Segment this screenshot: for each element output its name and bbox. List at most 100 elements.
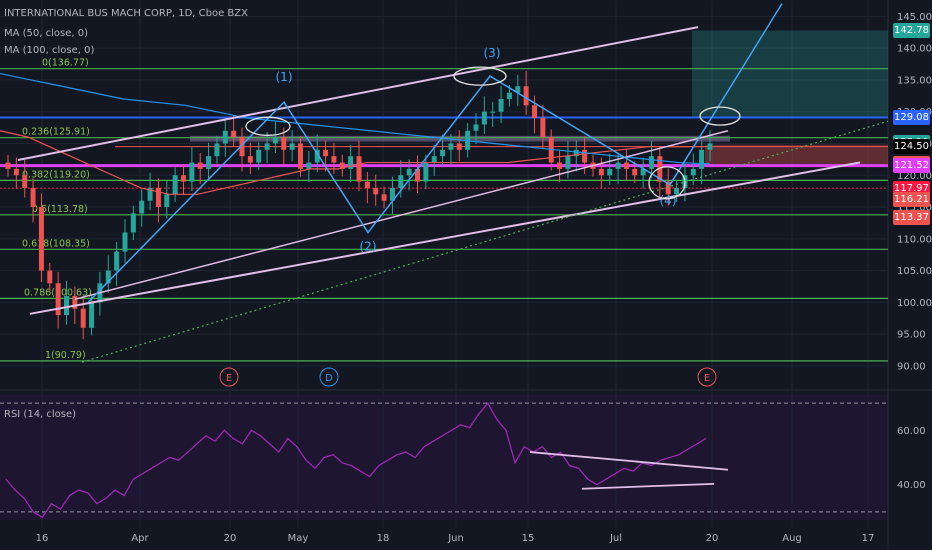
resistance-band [190,135,730,142]
rsi-tick-label: 60.00 [897,426,926,437]
event-marker-label: D [325,373,333,384]
y-tick-label: 115.00 [897,203,932,214]
event-marker-label: E [226,373,232,384]
event-marker [319,367,339,387]
candle-body [222,130,228,144]
candle-body [532,105,537,119]
price-tag: 121.52 [893,158,930,174]
rsi-legend: RSI (14, close) [4,409,77,420]
fib-label: 0.618(108.35) [22,238,90,249]
candle-body [448,143,454,150]
candle-body [323,149,329,157]
moving-averages [0,72,711,195]
candle-body [515,86,521,93]
candle-body [456,143,462,150]
candle-body [615,162,621,169]
candle-body [64,296,69,316]
y-tick-label: 105.00 [897,266,932,277]
x-tick-label: May [288,533,309,544]
candle-body [331,156,337,163]
candle-body [381,194,387,201]
candle-body [339,162,345,169]
event-marker [697,367,717,387]
y-tick-label: 95.00 [897,330,926,341]
candle-body [348,156,354,169]
highlight-ellipse [453,66,507,86]
candle-body [649,156,654,169]
event-marker-label: E [704,373,710,384]
upper-channel [17,26,699,161]
fib-label: 0(136.77) [42,58,89,69]
candle-body [231,130,237,138]
candle-body [189,162,195,182]
candle-body [105,270,111,284]
candle-body [607,168,613,176]
candle-body [373,187,379,195]
candle-body [5,162,11,169]
price-tag: 113.37 [893,209,930,225]
candle-body [415,168,420,182]
rsi-tick-label: 40.00 [897,480,926,491]
wave-label: (1) [276,70,293,84]
candle-body [481,111,487,125]
x-tick-label: 20 [706,533,719,544]
candle-body [674,187,680,195]
candle-body [89,302,95,328]
candle-body [155,187,161,208]
price-tag: 142.78 [893,22,930,38]
candle-body [164,194,170,208]
candle-body [206,156,212,169]
mid-channel [74,130,729,300]
candle-body [389,187,395,201]
candle-body [657,156,663,182]
candle-body [582,149,588,163]
candle-body [707,143,713,150]
candle-body [72,296,78,309]
x-tick-label: Aug [782,533,802,544]
y-tick-label: 100.00 [897,298,932,309]
rsi-background [0,395,888,520]
candle-body [314,149,320,163]
candle-body [289,143,295,150]
candle-body [13,168,19,176]
ma100-legend: MA (100, close, 0) [4,45,95,56]
candle-body [640,168,646,176]
candle-body [398,175,404,188]
rsi-trendline-upper [529,451,729,471]
candle-body [699,149,705,169]
candle-body [264,143,270,150]
candle-body [406,168,412,176]
drawings: (1)(2)(3)(4)(5)EDE [17,3,889,387]
candle-body [665,181,671,195]
price-tag: 124.50 [893,139,930,155]
symbol-title: INTERNATIONAL BUS MACH CORP, 1D, Cboe BZ… [4,8,248,19]
fib-label: 0.5(113.78) [32,204,88,215]
candle-body [281,137,287,150]
target-zone [692,30,888,118]
highlight-ellipse [245,116,291,136]
candle-body [565,156,571,169]
wave-label: (4) [660,193,677,207]
x-tick-label: 15 [522,533,535,544]
zones [190,30,888,166]
fib-label: 0.382(119.20) [22,169,90,180]
candle-body [490,111,496,113]
x-tick-label: Apr [131,533,149,544]
candle-body [431,156,437,163]
x-tick-label: 16 [36,533,49,544]
wave-label: (2) [360,239,377,253]
candle-body [440,149,446,157]
candle-body [80,308,86,328]
event-marker [219,367,239,387]
candle-body [130,213,136,233]
price-tag: 129.08 [893,110,930,126]
candle-body [598,168,604,176]
fib-label: 0.236(125.91) [22,127,90,138]
wave-label: (3) [484,46,501,60]
y-tick-label: 110.00 [897,234,932,245]
x-tick-label: Jun [447,533,464,544]
candle-body [114,251,120,271]
candle-body [557,162,563,169]
